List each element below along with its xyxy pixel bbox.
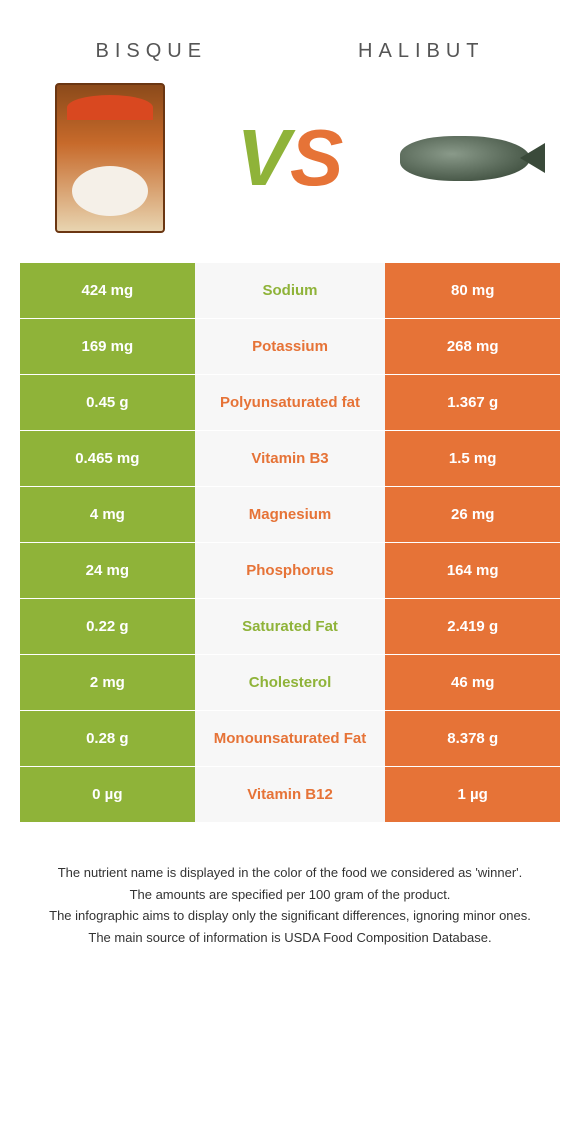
vs-label: VS <box>237 112 344 204</box>
left-value-cell: 0.22 g <box>20 599 195 655</box>
nutrient-table: 424 mgSodium80 mg169 mgPotassium268 mg0.… <box>20 263 560 823</box>
left-value-cell: 4 mg <box>20 487 195 543</box>
footer-line-1: The nutrient name is displayed in the co… <box>30 863 550 883</box>
nutrient-label-cell: Phosphorus <box>195 543 386 599</box>
halibut-fish-icon <box>400 128 540 188</box>
right-value-cell: 26 mg <box>385 487 560 543</box>
right-value-cell: 80 mg <box>385 263 560 319</box>
header-row: BISQUE HALIBUT <box>0 0 580 83</box>
nutrient-row: 169 mgPotassium268 mg <box>20 319 560 375</box>
right-food-title: HALIBUT <box>358 40 484 63</box>
right-value-cell: 1.5 mg <box>385 431 560 487</box>
vs-s-letter: S <box>290 112 343 204</box>
nutrient-label-cell: Vitamin B3 <box>195 431 386 487</box>
nutrient-label-cell: Vitamin B12 <box>195 767 386 823</box>
nutrient-label-cell: Polyunsaturated fat <box>195 375 386 431</box>
images-row: VS <box>0 83 580 263</box>
nutrient-row: 24 mgPhosphorus164 mg <box>20 543 560 599</box>
nutrient-label-cell: Magnesium <box>195 487 386 543</box>
nutrient-row: 0.465 mgVitamin B31.5 mg <box>20 431 560 487</box>
right-value-cell: 46 mg <box>385 655 560 711</box>
nutrient-label-cell: Cholesterol <box>195 655 386 711</box>
footer-notes: The nutrient name is displayed in the co… <box>0 823 580 947</box>
left-value-cell: 424 mg <box>20 263 195 319</box>
nutrient-label-cell: Monounsaturated Fat <box>195 711 386 767</box>
left-value-cell: 0.465 mg <box>20 431 195 487</box>
left-value-cell: 0.28 g <box>20 711 195 767</box>
nutrient-row: 0 µgVitamin B121 µg <box>20 767 560 823</box>
footer-line-2: The amounts are specified per 100 gram o… <box>30 885 550 905</box>
right-value-cell: 1 µg <box>385 767 560 823</box>
left-value-cell: 169 mg <box>20 319 195 375</box>
left-food-title: BISQUE <box>95 40 207 63</box>
bisque-box-icon <box>55 83 165 233</box>
left-value-cell: 24 mg <box>20 543 195 599</box>
right-value-cell: 1.367 g <box>385 375 560 431</box>
nutrient-row: 4 mgMagnesium26 mg <box>20 487 560 543</box>
nutrient-row: 0.45 gPolyunsaturated fat1.367 g <box>20 375 560 431</box>
left-value-cell: 0 µg <box>20 767 195 823</box>
right-value-cell: 2.419 g <box>385 599 560 655</box>
footer-line-3: The infographic aims to display only the… <box>30 906 550 926</box>
right-value-cell: 164 mg <box>385 543 560 599</box>
right-value-cell: 268 mg <box>385 319 560 375</box>
nutrient-row: 0.22 gSaturated Fat2.419 g <box>20 599 560 655</box>
left-value-cell: 2 mg <box>20 655 195 711</box>
left-food-image <box>40 83 180 233</box>
right-food-image <box>400 83 540 233</box>
nutrient-row: 424 mgSodium80 mg <box>20 263 560 319</box>
nutrient-label-cell: Sodium <box>195 263 386 319</box>
footer-line-4: The main source of information is USDA F… <box>30 928 550 948</box>
nutrient-row: 2 mgCholesterol46 mg <box>20 655 560 711</box>
left-value-cell: 0.45 g <box>20 375 195 431</box>
nutrient-row: 0.28 gMonounsaturated Fat8.378 g <box>20 711 560 767</box>
vs-v-letter: V <box>237 112 290 204</box>
right-value-cell: 8.378 g <box>385 711 560 767</box>
nutrient-label-cell: Potassium <box>195 319 386 375</box>
nutrient-label-cell: Saturated Fat <box>195 599 386 655</box>
